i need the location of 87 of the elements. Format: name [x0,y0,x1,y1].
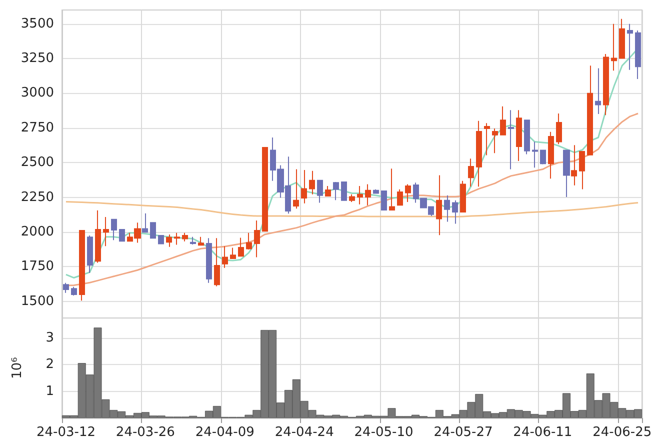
candlestick [357,186,363,205]
candlestick [571,144,577,186]
candlestick [119,228,125,242]
candlestick [484,122,490,156]
candlestick [214,238,220,287]
y-tick-label: 2000 [20,224,54,240]
candlestick [166,234,172,248]
candlestick [460,180,466,213]
candlestick [158,234,164,244]
candlestick [468,158,474,188]
x-tick-label: 24-05-27 [434,425,493,440]
y-axis-title: 10⁶ [10,357,25,379]
candlestick [349,194,355,203]
candlestick [182,232,188,242]
candlestick [587,65,593,156]
y-tick-label: 3250 [20,51,54,66]
y-tick-label: 2500 [20,155,54,170]
candlestick [635,30,641,80]
candlestick [87,234,93,274]
candlestick [341,182,347,201]
candlestick [111,218,117,241]
candlestick [79,230,85,302]
candlestick [63,282,69,294]
candlestick [95,210,101,264]
x-tick-label: 24-03-26 [116,425,175,440]
y-tick-label: 1750 [20,259,54,274]
candlestick [492,128,498,154]
candlestick [595,68,601,115]
candlestick [262,146,268,232]
candlestick [476,120,482,188]
candlestick [293,168,299,210]
candlestick [405,184,411,203]
candlestick [301,169,307,204]
candlestick [365,184,371,206]
candlestick [452,200,458,224]
candlestick [333,182,339,201]
x-tick-label: 24-06-25 [592,425,652,440]
candlestick [603,53,609,116]
candlestick [254,220,260,258]
candlestick [627,23,633,70]
candlestick [317,180,323,204]
x-tick-label: 24-06-11 [513,425,572,440]
candlestick [190,236,196,245]
candlestick [436,174,442,236]
candlestick [230,247,236,259]
candlestick [206,238,212,284]
candlestick [619,18,625,59]
candlestick [508,110,514,170]
candlestick [389,168,395,211]
candlestick [142,212,148,233]
candlestick [325,186,331,197]
candlestick [150,222,156,239]
candlestick [540,150,546,165]
candlestick [309,170,315,195]
x-tick-label: 24-03-12 [36,425,96,440]
x-tick-label: 24-04-24 [274,425,334,440]
x-tick-label: 24-04-09 [195,425,254,440]
x-tick-label: 24-05-10 [354,425,414,440]
candlestick [373,188,379,194]
y-tick-label: 3500 [20,16,54,32]
candlestick [238,237,244,257]
y-tick-label: 2 [46,357,54,372]
candlestick [611,23,617,72]
candlestick [246,232,252,250]
candlestick [500,106,506,136]
y-tick-label: 3000 [20,86,54,101]
candlestick [548,131,554,180]
y-tick-label: 2750 [20,120,54,136]
candlestick [524,120,530,155]
candlestick [579,151,585,190]
candlestick [174,232,180,246]
candlestick [444,194,450,222]
candlestick [563,150,570,198]
y-tick-label: 3 [46,330,54,346]
candlestick [556,113,562,145]
candlestick [222,246,228,268]
y-tick-label: 1500 [20,294,54,309]
candlestick [103,216,109,247]
y-tick-label: 2250 [20,190,54,205]
candlestick [381,190,387,211]
candlestick [532,141,538,168]
line-series [65,200,639,218]
candlestick [516,110,522,162]
candlestick [198,236,204,246]
candlestick [71,286,77,296]
candlestick [397,188,403,206]
y-tick-label: 1 [46,384,54,399]
